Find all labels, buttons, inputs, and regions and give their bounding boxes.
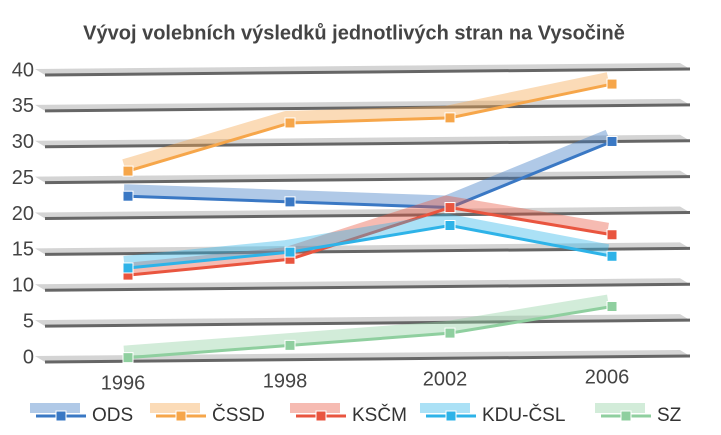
- legend-label: ČSSD: [212, 404, 265, 426]
- series-line: [127, 206, 613, 277]
- marker: [284, 117, 296, 129]
- marker: [606, 229, 618, 241]
- series-line: [127, 223, 613, 270]
- marker: [122, 352, 134, 364]
- x-tick-label: 1996: [101, 372, 146, 394]
- grid-face: [35, 314, 690, 327]
- legend-marker: [445, 410, 457, 422]
- series-line: [127, 140, 613, 210]
- marker: [444, 202, 456, 214]
- grid-line: [44, 67, 691, 77]
- grid-face: [35, 242, 690, 255]
- y-tick-label: 35: [12, 95, 34, 117]
- marker: [444, 219, 456, 231]
- legend-marker: [315, 410, 327, 422]
- y-tick-label: 25: [12, 167, 34, 189]
- grid-line: [44, 175, 691, 185]
- grid-line: [44, 211, 691, 220]
- ribbon: [123, 294, 609, 358]
- ribbon: [122, 72, 610, 171]
- grid-line: [44, 282, 691, 292]
- y-tick-label: 20: [12, 203, 34, 225]
- legend-marker: [55, 410, 67, 422]
- grid-face: [35, 206, 690, 219]
- grid-face: [35, 63, 690, 75]
- grid-line: [44, 354, 691, 364]
- y-tick-label: 30: [12, 131, 34, 153]
- y-tick-label: 0: [23, 346, 34, 368]
- marker: [444, 327, 456, 339]
- grid-line: [44, 139, 691, 149]
- marker: [122, 190, 134, 202]
- marker: [606, 78, 618, 90]
- y-tick-label: 10: [12, 275, 34, 297]
- marker: [284, 339, 296, 351]
- grid-face: [35, 134, 690, 147]
- x-tick-label: 1998: [263, 370, 308, 392]
- marker: [606, 250, 618, 262]
- marker: [122, 165, 134, 177]
- series-line: [127, 305, 613, 360]
- marker: [606, 135, 618, 147]
- grid-line: [44, 103, 691, 113]
- x-tick-label: 2006: [585, 366, 630, 388]
- ribbon: [123, 213, 610, 268]
- grid-line: [44, 318, 691, 328]
- ribbon: [123, 129, 611, 208]
- legend-label: ODS: [92, 405, 133, 426]
- series-line: [127, 82, 613, 173]
- grid-face: [35, 350, 690, 362]
- grid-face: [35, 278, 690, 291]
- chart-title: Vývoj volebních výsledků jednotlivých st…: [83, 22, 625, 44]
- grid-face: [35, 170, 690, 183]
- legend-marker: [620, 410, 632, 422]
- legend-label: KDU-ČSL: [482, 404, 565, 426]
- marker: [284, 246, 296, 258]
- legend-label: KSČM: [352, 404, 407, 426]
- legend-label: SZ: [657, 405, 682, 426]
- marker: [122, 262, 134, 274]
- x-tick-label: 2002: [423, 368, 468, 390]
- y-tick-label: 40: [12, 59, 34, 81]
- y-tick-label: 5: [23, 310, 34, 332]
- marker: [284, 196, 296, 208]
- y-tick-label: 15: [12, 239, 34, 261]
- legend-marker: [175, 410, 187, 422]
- marker: [606, 301, 618, 313]
- marker: [444, 112, 456, 124]
